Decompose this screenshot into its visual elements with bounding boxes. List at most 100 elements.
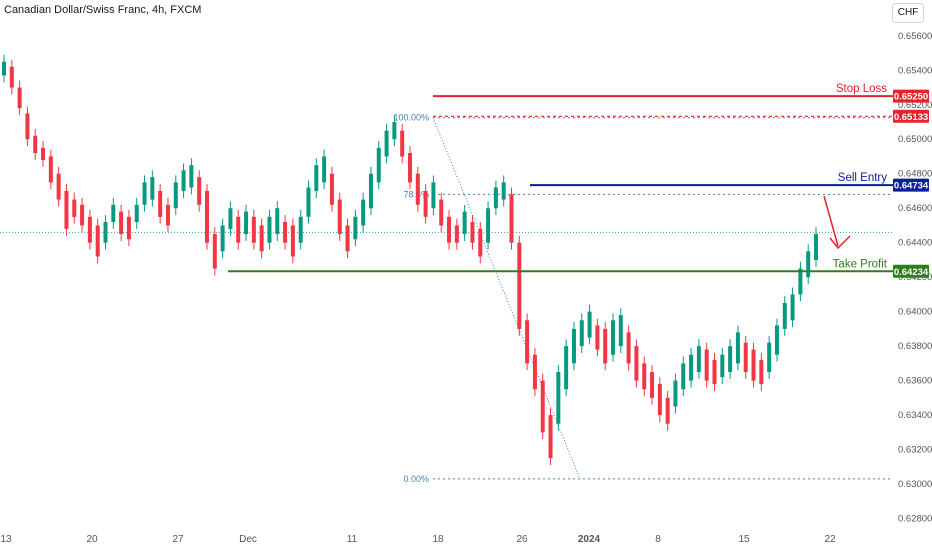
candle-body-4 (33, 135, 38, 154)
candle-body-42 (329, 173, 334, 205)
candle-body-96 (751, 349, 756, 381)
candle-body-40 (314, 165, 319, 191)
candle-body-54 (423, 190, 428, 217)
candle-body-95 (743, 342, 748, 372)
sell-entry-price-badge (893, 178, 929, 192)
candle-body-34 (267, 216, 272, 243)
candle-body-20 (158, 190, 163, 217)
fib-label-2: 0.00% (403, 474, 429, 484)
candle-body-71 (556, 372, 561, 424)
candle-body-58 (454, 225, 459, 243)
candle-body-15 (119, 211, 124, 235)
candle-body-43 (337, 199, 342, 235)
candle-body-38 (298, 216, 303, 243)
price-tick-label-14: 0.62800 (898, 514, 932, 525)
candle-body-50 (392, 122, 397, 140)
candle-body-57 (447, 216, 452, 243)
price-tick-label-10: 0.63600 (898, 376, 932, 387)
candle-body-45 (353, 216, 358, 240)
candle-body-103 (806, 251, 811, 278)
candle-body-94 (735, 332, 740, 364)
time-tick-label-7: 2024 (578, 534, 601, 545)
price-tick-label-13: 0.63000 (898, 479, 932, 490)
candle-body-87 (681, 363, 686, 390)
currency-button[interactable]: CHF (892, 3, 924, 23)
sell-entry-price-text: 0.64734 (894, 181, 929, 192)
candle-body-102 (798, 268, 803, 295)
candle-body-56 (439, 199, 444, 226)
candle-body-67 (525, 320, 530, 364)
candle-body-11 (87, 216, 92, 243)
price-tick-label-4: 0.64800 (898, 169, 932, 180)
price-tick-label-3: 0.65000 (898, 134, 932, 145)
candle-body-9 (72, 199, 77, 217)
price-tick-label-8: 0.64000 (898, 307, 932, 318)
time-tick-label-4: 11 (347, 534, 358, 545)
fib-label-0: 100.00% (393, 113, 429, 123)
time-tick-label-3: Dec (239, 534, 257, 545)
candle-body-46 (361, 199, 366, 226)
take-profit-price-badge (893, 264, 929, 278)
price-tick-label-1: 0.65400 (898, 65, 932, 76)
candle-body-24 (189, 165, 194, 188)
fibonacci-retracement: 100.00%78.6%0.00% (0, 113, 893, 484)
stop-loss-zone-price-badge (893, 109, 929, 123)
candle-body-6 (48, 156, 53, 183)
candle-body-86 (673, 380, 678, 407)
candle-body-39 (306, 187, 311, 217)
candle-body-26 (205, 190, 209, 243)
candle-body-65 (509, 194, 514, 243)
arrow-head-icon (829, 235, 851, 250)
candle-body-66 (517, 242, 522, 329)
candle-body-3 (25, 113, 30, 140)
candle-body-60 (470, 222, 475, 243)
candle-body-22 (173, 182, 178, 209)
candle-body-12 (95, 225, 100, 257)
candle-body-19 (150, 177, 155, 200)
take-profit-label: Take Profit (833, 258, 888, 270)
time-axis: 13 20 27 Dec 11 18 26 2024 8 15 22 (0, 534, 836, 545)
candle-body-13 (103, 222, 108, 243)
price-axis: 0.65600 0.65400 0.65200 0.65000 0.64800 0.646… (898, 31, 932, 525)
candle-body-14 (111, 204, 116, 222)
candle-body-1 (9, 66, 14, 88)
candle-body-99 (774, 325, 779, 355)
candle-body-62 (486, 208, 491, 243)
candle-body-47 (368, 173, 373, 209)
candle-body-31 (244, 211, 249, 235)
candle-body-64 (501, 182, 506, 200)
candle-body-98 (767, 342, 772, 372)
candle-body-91 (712, 359, 717, 385)
time-tick-label-10: 22 (824, 534, 836, 545)
candle-body-75 (587, 311, 592, 338)
sell-entry-label: Sell Entry (838, 172, 887, 184)
price-tick-label-11: 0.63400 (898, 410, 932, 421)
downward-arrow-icon (823, 195, 839, 247)
candle-body-28 (220, 225, 225, 252)
stop-loss-price-text: 0.65250 (894, 92, 928, 103)
candle-body-8 (64, 190, 69, 229)
candle-body-10 (80, 204, 85, 226)
candle-body-84 (657, 384, 662, 416)
price-tick-label-6: 0.64400 (898, 238, 932, 249)
candle-body-101 (790, 294, 795, 321)
candle-body-32 (251, 216, 256, 243)
candle-body-59 (462, 211, 467, 235)
time-tick-label-0: 13 (0, 534, 12, 545)
candle-body-73 (571, 328, 576, 364)
candle-body-25 (197, 177, 202, 205)
candle-body-81 (634, 346, 639, 381)
candle-body-2 (17, 87, 22, 109)
candlestick-series (2, 54, 818, 466)
candle-body-68 (532, 354, 537, 390)
candle-body-83 (650, 372, 655, 398)
candle-body-89 (696, 346, 701, 372)
candle-body-33 (259, 225, 264, 252)
candle-body-5 (41, 147, 46, 160)
candle-body-74 (579, 320, 584, 347)
candle-body-16 (126, 216, 131, 240)
candle-body-49 (384, 130, 389, 157)
candle-body-93 (728, 346, 733, 372)
candle-body-51 (400, 130, 405, 157)
